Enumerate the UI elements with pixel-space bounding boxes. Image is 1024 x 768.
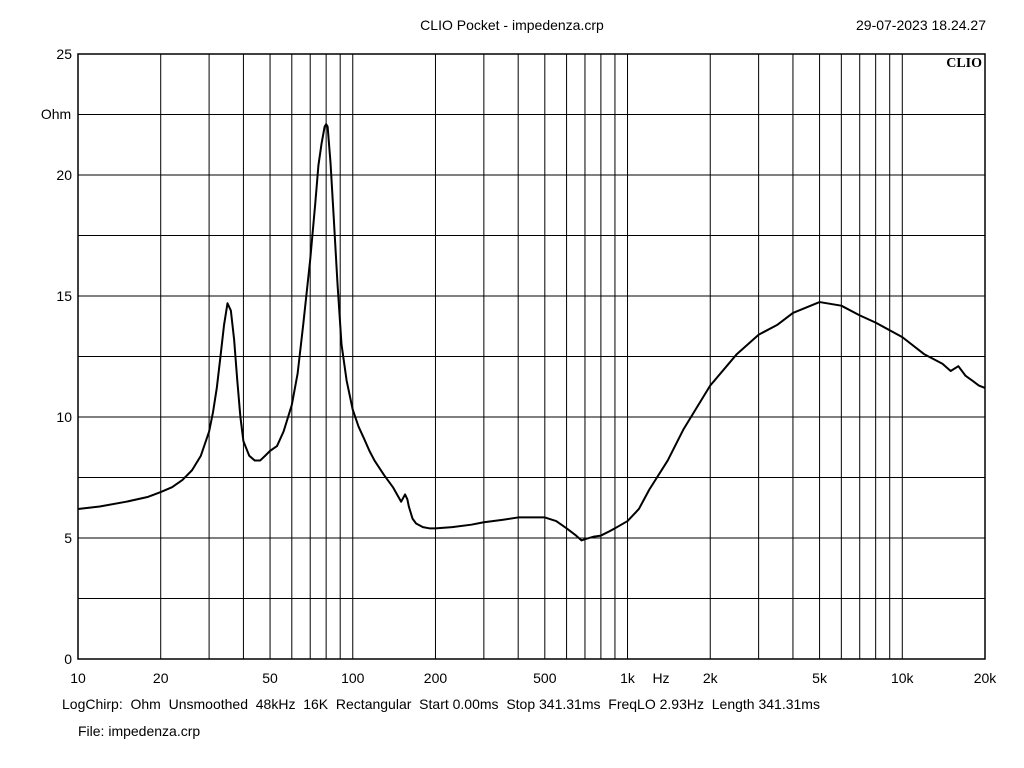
chart-title: CLIO Pocket - impedenza.crp <box>420 17 604 33</box>
file-name: File: impedenza.crp <box>78 723 201 739</box>
x-tick-label: 100 <box>341 670 365 686</box>
y-tick-label: 0 <box>64 651 72 667</box>
x-tick-label: 10k <box>891 670 915 686</box>
x-tick-label: 200 <box>424 670 448 686</box>
grid-lines <box>78 54 985 659</box>
timestamp: 29-07-2023 18.24.27 <box>856 17 986 33</box>
x-tick-label: 50 <box>262 670 278 686</box>
impedance-curve <box>77 123 986 542</box>
x-tick-label: 1k <box>620 670 636 686</box>
x-tick-label: 20 <box>153 670 169 686</box>
y-tick-label: 20 <box>56 167 72 183</box>
impedance-line <box>77 123 986 542</box>
x-tick-label: 2k <box>703 670 719 686</box>
tick-labels: 10 20 50 100 200 500 1k 2k 5k 10k 20k 0 5 10 15 20 25 <box>56 46 997 686</box>
x-axis-label: Hz <box>652 670 669 686</box>
y-axis-label: Ohm <box>41 106 71 122</box>
measurement-settings: LogChirp: Ohm Unsmoothed 48kHz 16K Recta… <box>62 696 820 712</box>
x-tick-label: 10 <box>70 670 86 686</box>
y-tick-label: 10 <box>56 409 72 425</box>
plot-frame <box>77 53 986 660</box>
clio-brand-mark: CLIO <box>946 56 982 71</box>
y-tick-label: 5 <box>64 530 72 546</box>
y-tick-label: 15 <box>56 288 72 304</box>
y-tick-label: 25 <box>56 46 72 62</box>
x-tick-label: 5k <box>812 670 828 686</box>
x-tick-label: 500 <box>533 670 557 686</box>
x-tick-label: 20k <box>974 670 998 686</box>
